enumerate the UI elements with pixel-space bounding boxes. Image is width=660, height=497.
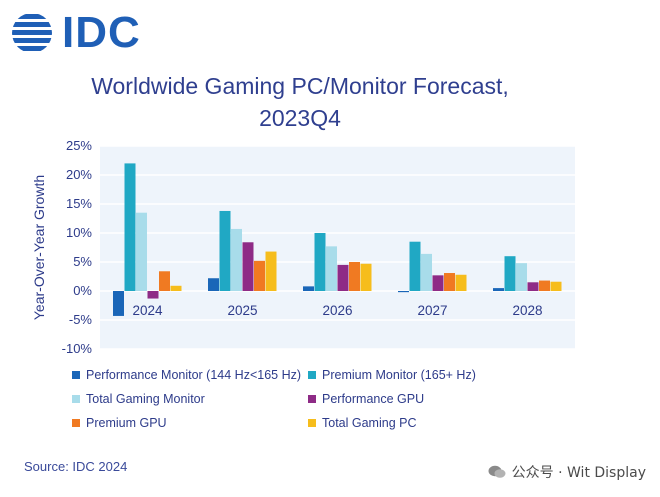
watermark-text: 公众号 · Wit Display — [511, 465, 646, 481]
idc-logo: IDC — [10, 8, 141, 58]
legend-label: Total Gaming PC — [322, 416, 417, 430]
legend-label: Performance Monitor (144 Hz<165 Hz) — [86, 368, 302, 382]
x-category-label: 2027 — [417, 303, 447, 318]
source-note: Source: IDC 2024 — [24, 459, 128, 474]
bar-total-gaming-monitor — [231, 228, 242, 291]
x-category-label: 2024 — [132, 303, 163, 318]
legend-label: Total Gaming Monitor — [86, 392, 205, 406]
legend-label: Premium Monitor (165+ Hz) — [322, 368, 476, 382]
legend-item: Total Gaming PC — [308, 416, 542, 430]
bar-total-gaming-pc — [170, 285, 182, 291]
x-category-label: 2026 — [322, 303, 352, 318]
legend-swatch — [308, 395, 316, 403]
bar-premium-gpu — [159, 271, 170, 291]
bar-total-gaming-monitor — [516, 263, 527, 291]
bar-premium-monitor-165-hz — [409, 241, 421, 291]
bar-performance-monitor-144-hz-165-hz — [303, 286, 314, 291]
legend-item: Premium GPU — [72, 416, 308, 430]
y-tick-label: 0% — [73, 283, 92, 298]
bar-premium-gpu — [349, 262, 360, 291]
legend-swatch — [72, 419, 80, 427]
bar-performance-monitor-144-hz-165-hz — [398, 291, 409, 293]
legend-item: Performance Monitor (144 Hz<165 Hz) — [72, 368, 308, 382]
chart-legend: Performance Monitor (144 Hz<165 Hz) Premi… — [72, 368, 542, 430]
chart-title-block: Worldwide Gaming PC/Monitor Forecast, 20… — [0, 70, 600, 134]
x-category-label: 2028 — [512, 303, 542, 318]
logo-text: IDC — [62, 8, 141, 57]
bar-premium-monitor-165-hz — [124, 163, 136, 291]
bar-chart: -10% -5% 0% 5% 10% 15% 20% 25% Year-Over-Year Gr… — [31, 138, 575, 356]
chart-title: Worldwide Gaming PC/Monitor Forecast, — [91, 73, 509, 99]
bar-total-gaming-pc — [455, 274, 467, 291]
bar-performance-gpu — [242, 242, 254, 291]
plot-area — [100, 146, 575, 349]
legend-label: Premium GPU — [86, 416, 167, 430]
bar-premium-gpu — [444, 273, 455, 291]
bar-performance-monitor-144-hz-165-hz — [113, 291, 124, 316]
y-axis-title: Year-Over-Year Growth — [31, 175, 47, 320]
watermark: 公众号 · Wit Display — [488, 462, 646, 482]
bar-performance-gpu — [432, 275, 444, 291]
legend-swatch — [72, 395, 80, 403]
chart-subtitle: 2023Q4 — [259, 105, 341, 131]
bar-performance-gpu — [337, 264, 349, 291]
bar-total-gaming-pc — [550, 281, 562, 291]
bar-total-gaming-monitor — [421, 253, 432, 291]
y-tick-label: 15% — [66, 196, 92, 211]
y-tick-label: 25% — [66, 138, 92, 153]
legend-item: Performance GPU — [308, 392, 542, 406]
y-tick-label: -5% — [69, 312, 93, 327]
bar-performance-monitor-144-hz-165-hz — [208, 278, 219, 291]
bar-performance-gpu — [147, 291, 159, 299]
bar-premium-gpu — [539, 280, 550, 291]
bar-total-gaming-monitor — [326, 246, 337, 291]
bar-premium-gpu — [254, 260, 265, 291]
bar-performance-gpu — [527, 282, 539, 291]
legend-label: Performance GPU — [322, 392, 425, 406]
legend-swatch — [308, 371, 316, 379]
bar-premium-monitor-165-hz — [504, 256, 516, 291]
bar-total-gaming-monitor — [136, 212, 147, 291]
bar-total-gaming-pc — [360, 263, 372, 291]
bar-performance-monitor-144-hz-165-hz — [493, 288, 504, 291]
wechat-icon — [488, 465, 506, 479]
bar-premium-monitor-165-hz — [314, 233, 326, 291]
legend-item: Premium Monitor (165+ Hz) — [308, 368, 542, 382]
globe-logo-icon — [12, 14, 52, 51]
legend-swatch — [308, 419, 316, 427]
bar-total-gaming-pc — [265, 251, 277, 291]
legend-swatch — [72, 371, 80, 379]
y-tick-label: 10% — [66, 225, 92, 240]
legend-item: Total Gaming Monitor — [72, 392, 308, 406]
y-tick-label: -10% — [62, 341, 93, 356]
bar-premium-monitor-165-hz — [219, 210, 231, 291]
y-tick-label: 5% — [73, 254, 92, 269]
y-tick-label: 20% — [66, 167, 92, 182]
x-category-label: 2025 — [227, 303, 257, 318]
